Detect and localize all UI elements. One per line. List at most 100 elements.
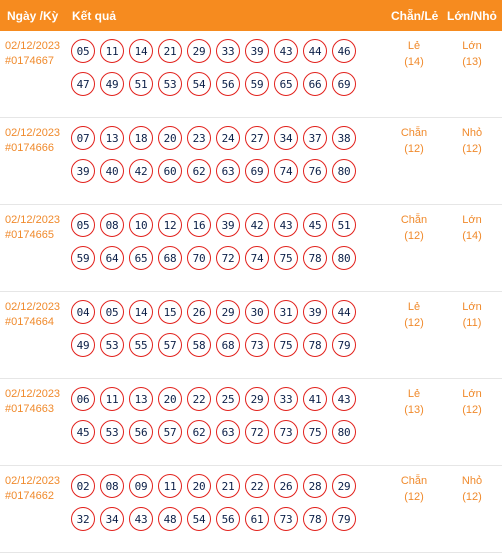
header-result-label: Kết quả — [72, 9, 117, 23]
lon-nho-value: Lớn — [462, 214, 482, 226]
draw-code[interactable]: #0174666 — [5, 142, 54, 154]
draw-date[interactable]: 02/12/2023 — [5, 301, 61, 313]
number-ball: 13 — [100, 126, 124, 150]
number-ball: 51 — [129, 72, 153, 96]
number-ball: 72 — [216, 246, 240, 270]
number-ball: 33 — [274, 387, 298, 411]
number-ball: 05 — [71, 39, 95, 63]
number-ball: 73 — [274, 420, 298, 444]
lon-nho-count: (12) — [462, 143, 482, 155]
chan-le-value: Lẻ — [407, 388, 421, 400]
lon-nho-stat: Lớn (12) — [452, 387, 492, 417]
number-ball: 43 — [274, 213, 298, 237]
table-header: Ngày /Kỳ Kết quả Chẵn/Lẻ Lớn/Nhỏ — [0, 0, 502, 31]
header-chan-le-label: Chẵn/Lẻ — [391, 9, 439, 23]
number-ball: 22 — [187, 387, 211, 411]
number-line: 05 08 10 12 16 39 42 43 45 51 — [71, 211, 361, 239]
number-ball: 43 — [332, 387, 356, 411]
lon-nho-count: (11) — [462, 317, 482, 329]
number-ball: 39 — [216, 213, 240, 237]
number-ball: 62 — [187, 159, 211, 183]
draw-date[interactable]: 02/12/2023 — [5, 475, 61, 487]
number-ball: 80 — [332, 420, 356, 444]
draw-code[interactable]: #0174664 — [5, 316, 54, 328]
draw-code[interactable]: #0174665 — [5, 229, 54, 241]
number-ball: 10 — [129, 213, 153, 237]
number-ball: 21 — [216, 474, 240, 498]
number-ball: 60 — [158, 159, 182, 183]
number-ball: 68 — [158, 246, 182, 270]
number-ball: 32 — [71, 507, 95, 531]
number-ball: 49 — [71, 333, 95, 357]
chan-le-count: (12) — [404, 230, 424, 242]
number-ball: 73 — [245, 333, 269, 357]
number-ball: 34 — [100, 507, 124, 531]
result-numbers: 07 13 18 20 23 24 27 34 37 38 39 40 42 60 62 63 69 74 76 80 — [71, 124, 361, 190]
number-ball: 57 — [158, 333, 182, 357]
chan-le-value: Lẻ — [407, 301, 421, 313]
number-ball: 20 — [158, 126, 182, 150]
number-ball: 56 — [216, 72, 240, 96]
lon-nho-count: (12) — [462, 404, 482, 416]
number-ball: 72 — [245, 420, 269, 444]
number-ball: 63 — [216, 420, 240, 444]
chan-le-count: (12) — [404, 491, 424, 503]
number-ball: 69 — [245, 159, 269, 183]
number-ball: 42 — [129, 159, 153, 183]
number-ball: 34 — [274, 126, 298, 150]
number-ball: 18 — [129, 126, 153, 150]
draw-row: 02/12/2023 #0174666 07 13 18 20 23 24 27 34 37 38 39… — [0, 118, 502, 205]
number-ball: 74 — [274, 159, 298, 183]
number-ball: 54 — [187, 507, 211, 531]
number-ball: 31 — [274, 300, 298, 324]
header-lon-nho-label: Lớn/Nhỏ — [447, 9, 497, 23]
number-ball: 62 — [187, 420, 211, 444]
number-ball: 05 — [71, 213, 95, 237]
number-ball: 29 — [216, 300, 240, 324]
number-ball: 63 — [216, 159, 240, 183]
number-ball: 74 — [245, 246, 269, 270]
number-ball: 16 — [187, 213, 211, 237]
chan-le-stat: Lẻ (12) — [394, 300, 434, 330]
number-ball: 53 — [100, 333, 124, 357]
number-ball: 07 — [71, 126, 95, 150]
number-ball: 40 — [100, 159, 124, 183]
number-ball: 75 — [274, 333, 298, 357]
number-line: 07 13 18 20 23 24 27 34 37 38 — [71, 124, 361, 152]
draw-code[interactable]: #0174663 — [5, 403, 54, 415]
result-numbers: 05 11 14 21 29 33 39 43 44 46 47 49 51 53 54 56 59 65 66 69 — [71, 37, 361, 103]
number-ball: 08 — [100, 474, 124, 498]
number-ball: 51 — [332, 213, 356, 237]
draw-code[interactable]: #0174662 — [5, 490, 54, 502]
number-line: 02 08 09 11 20 21 22 26 28 29 — [71, 472, 361, 500]
draw-date[interactable]: 02/12/2023 — [5, 40, 61, 52]
number-ball: 75 — [274, 246, 298, 270]
number-ball: 05 — [100, 300, 124, 324]
number-ball: 08 — [100, 213, 124, 237]
number-ball: 78 — [303, 333, 327, 357]
number-ball: 12 — [158, 213, 182, 237]
number-line: 32 34 43 48 54 56 61 73 78 79 — [71, 505, 361, 533]
number-line: 45 53 56 57 62 63 72 73 75 80 — [71, 418, 361, 446]
draw-date[interactable]: 02/12/2023 — [5, 214, 61, 226]
chan-le-value: Chẵn — [400, 475, 428, 487]
draw-row: 02/12/2023 #0174667 05 11 14 21 29 33 39 43 44 46 47… — [0, 31, 502, 118]
number-ball: 22 — [245, 474, 269, 498]
number-ball: 37 — [303, 126, 327, 150]
draw-code[interactable]: #0174667 — [5, 55, 54, 67]
number-ball: 20 — [158, 387, 182, 411]
result-numbers: 02 08 09 11 20 21 22 26 28 29 32 34 43 48 54 56 61 73 78 79 — [71, 472, 361, 538]
number-ball: 11 — [100, 387, 124, 411]
number-ball: 73 — [274, 507, 298, 531]
draw-rows: 02/12/2023 #0174667 05 11 14 21 29 33 39 43 44 46 47… — [0, 31, 502, 553]
lon-nho-value: Nhỏ — [461, 127, 483, 139]
number-ball: 06 — [71, 387, 95, 411]
number-ball: 64 — [100, 246, 124, 270]
number-line: 49 53 55 57 58 68 73 75 78 79 — [71, 331, 361, 359]
draw-date[interactable]: 02/12/2023 — [5, 127, 61, 139]
chan-le-value: Lẻ — [407, 40, 421, 52]
number-ball: 04 — [71, 300, 95, 324]
number-ball: 80 — [332, 246, 356, 270]
draw-date[interactable]: 02/12/2023 — [5, 388, 61, 400]
